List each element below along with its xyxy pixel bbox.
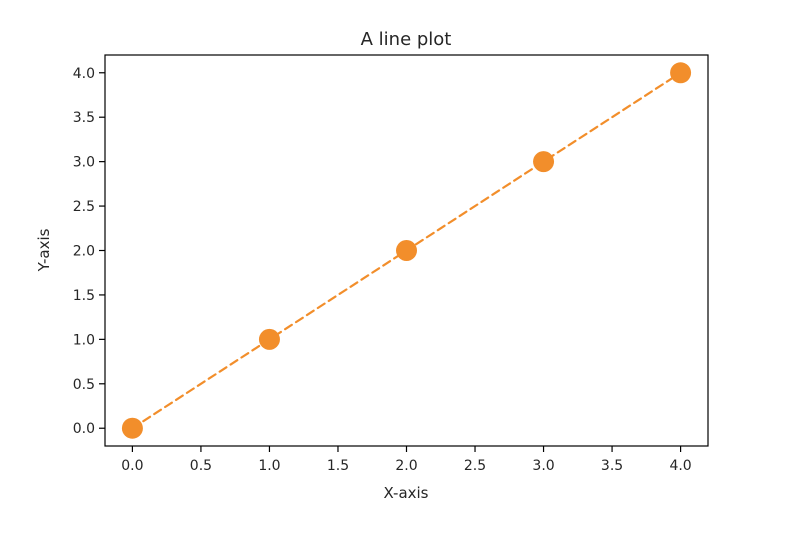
x-tick-label: 2.5	[464, 458, 486, 474]
data-point	[670, 62, 692, 84]
x-tick-label: 3.5	[601, 458, 623, 474]
x-axis-label: X-axis	[384, 484, 429, 502]
x-tick-label: 1.5	[327, 458, 349, 474]
data-point	[258, 328, 280, 350]
y-tick-label: 4.0	[73, 66, 95, 82]
chart-title: A line plot	[361, 29, 452, 50]
y-tick-label: 3.0	[73, 155, 95, 171]
x-tick-label: 1.0	[258, 458, 280, 474]
x-tick-label: 3.0	[532, 458, 554, 474]
y-tick-label: 1.5	[73, 288, 95, 304]
x-tick-label: 0.5	[190, 458, 212, 474]
data-point	[121, 417, 143, 439]
y-tick-label: 0.5	[73, 377, 95, 393]
y-tick-label: 1.0	[73, 332, 95, 348]
y-tick-label: 2.5	[73, 199, 95, 215]
y-axis-label: Y-axis	[35, 228, 53, 272]
y-tick-label: 2.0	[73, 244, 95, 260]
axes-layer: 0.0 0.5 1.0 1.5 2.0 2.5 3.0 3.5 4.0 0.0 0.5 1.0 1.5 2…	[73, 66, 692, 474]
data-point	[396, 240, 417, 261]
x-tick-label: 0.0	[121, 458, 143, 474]
y-tick-label: 3.5	[73, 110, 95, 126]
y-tick-label: 0.0	[73, 421, 95, 437]
x-tick-label: 4.0	[669, 458, 691, 474]
data-point	[533, 151, 555, 173]
x-tick-label: 2.0	[395, 458, 417, 474]
plot-layer	[121, 62, 692, 439]
